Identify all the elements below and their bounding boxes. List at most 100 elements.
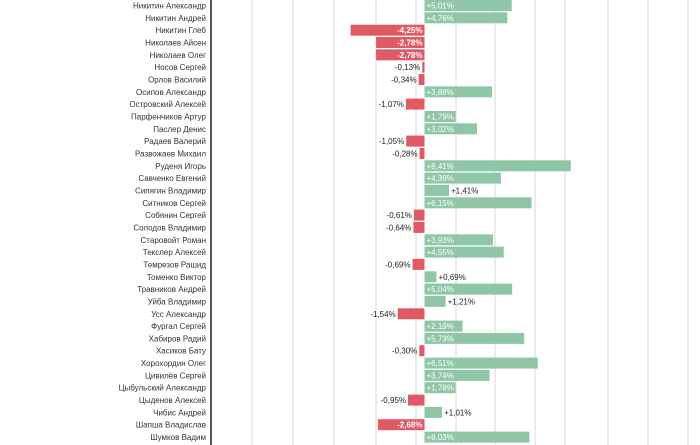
bar — [405, 98, 425, 110]
category-label: Солодов Владимир — [133, 223, 206, 232]
value-label: -0,69% — [385, 260, 410, 269]
value-label: -0,64% — [386, 223, 411, 232]
value-label: -0,95% — [381, 396, 406, 405]
value-label: -1,07% — [379, 100, 404, 109]
bar — [406, 135, 425, 147]
value-label: -0,34% — [391, 76, 416, 85]
value-label: +5,04% — [427, 285, 454, 294]
value-label: -0,61% — [387, 211, 412, 220]
bar — [377, 419, 425, 431]
bar — [424, 86, 492, 98]
category-label: Травников Андрей — [137, 285, 206, 294]
category-label: Носов Сергей — [154, 63, 206, 72]
bar — [413, 209, 425, 221]
category-label: Текслер Алексей — [143, 248, 206, 257]
category-label: Хасиков Бату — [156, 347, 206, 356]
bar — [424, 111, 456, 122]
bar — [424, 382, 456, 394]
bar — [424, 357, 538, 369]
value-label: -1,54% — [370, 310, 395, 319]
category-label: Цыбульский Александр — [119, 384, 207, 393]
category-label: Николаев Олег — [150, 51, 206, 60]
value-label: +4,39% — [427, 174, 454, 183]
category-label: Савченко Евгений — [138, 174, 206, 183]
value-label: -2,68% — [397, 421, 422, 430]
value-label: +8,41% — [427, 162, 454, 171]
bar — [419, 148, 425, 159]
category-label: Шапша Владислав — [136, 421, 206, 430]
bar — [424, 271, 437, 283]
category-label: Чибис Андрей — [153, 408, 206, 417]
bar — [424, 369, 490, 381]
value-label: +0,69% — [439, 273, 466, 282]
value-label: +2,19% — [427, 322, 454, 331]
bar — [413, 221, 425, 233]
bar — [419, 345, 425, 357]
category-label: Цыденов Алексей — [139, 396, 206, 405]
category-label: Парфенчиков Артур — [131, 113, 207, 122]
bar — [424, 123, 477, 135]
category-label: Никитин Глеб — [156, 26, 207, 35]
category-label: Орлов Василий — [148, 76, 206, 85]
bar — [424, 172, 501, 184]
bar — [424, 406, 443, 418]
value-label: -0,13% — [395, 63, 420, 72]
value-label: +1,79% — [427, 113, 454, 122]
category-label: Никитин Андрей — [145, 14, 206, 23]
bar — [424, 320, 463, 332]
category-label: Шумков Вадим — [150, 433, 206, 442]
category-label: Паслер Денис — [153, 125, 206, 134]
value-label: +3,02% — [427, 125, 454, 134]
bar — [376, 37, 425, 48]
bar — [418, 74, 425, 85]
bar — [424, 184, 449, 196]
value-label: +6,03% — [427, 433, 454, 442]
value-label: +5,73% — [427, 334, 454, 343]
category-label: Ситников Сергей — [142, 199, 206, 208]
category-label: Цивилёв Сергей — [145, 371, 206, 380]
value-label: -2,78% — [397, 51, 422, 60]
category-label: Николаев Айсен — [145, 39, 206, 48]
bar — [424, 295, 446, 307]
category-label: Руденя Игорь — [155, 162, 206, 171]
category-label: Уйба Владимир — [148, 297, 207, 306]
bar — [424, 234, 493, 246]
category-label: Хабиров Радий — [149, 334, 206, 343]
value-label: +1,78% — [427, 384, 454, 393]
value-label: -0,30% — [392, 347, 417, 356]
bar — [424, 12, 508, 24]
value-label: +3,88% — [427, 88, 454, 97]
value-label: +3,74% — [427, 371, 454, 380]
category-label: Развожаев Михаил — [135, 150, 206, 159]
category-label: Фургал Сергей — [151, 322, 206, 331]
value-label: +1,21% — [448, 297, 475, 306]
category-label: Осипов Александр — [136, 88, 207, 97]
value-label: -2,78% — [397, 39, 422, 48]
bar — [424, 197, 532, 209]
value-label: +1,01% — [444, 408, 471, 417]
category-labels: Никитин Александр Никитин Андрей Никитин Г… — [119, 2, 207, 443]
category-label: Темрезов Рашид — [143, 260, 206, 269]
category-label: Хорохордин Олег — [141, 359, 206, 368]
bar — [422, 61, 425, 73]
category-label: Старовойт Роман — [141, 236, 206, 245]
value-label: +4,76% — [427, 14, 454, 23]
bars — [350, 0, 571, 443]
value-label: +6,51% — [427, 359, 454, 368]
bar — [424, 332, 525, 344]
value-labels: +5,01% +4,76% -4,25% -2,78% -2,78% -0,13% -0,3… — [370, 2, 478, 443]
category-label: Томенко Виктор — [147, 273, 207, 282]
value-label: -1,05% — [379, 137, 404, 146]
bar — [376, 49, 425, 61]
value-label: -0,28% — [392, 150, 417, 159]
bar — [424, 431, 530, 443]
value-label: +5,01% — [427, 2, 454, 11]
value-label: +1,41% — [451, 186, 478, 195]
bar — [424, 283, 513, 295]
category-label: Островский Алексей — [129, 100, 206, 109]
value-label: +6,15% — [427, 199, 454, 208]
bar — [408, 394, 425, 406]
bar — [412, 258, 425, 270]
category-label: Сипягин Владимир — [135, 186, 206, 195]
value-label: -4,25% — [397, 26, 422, 35]
